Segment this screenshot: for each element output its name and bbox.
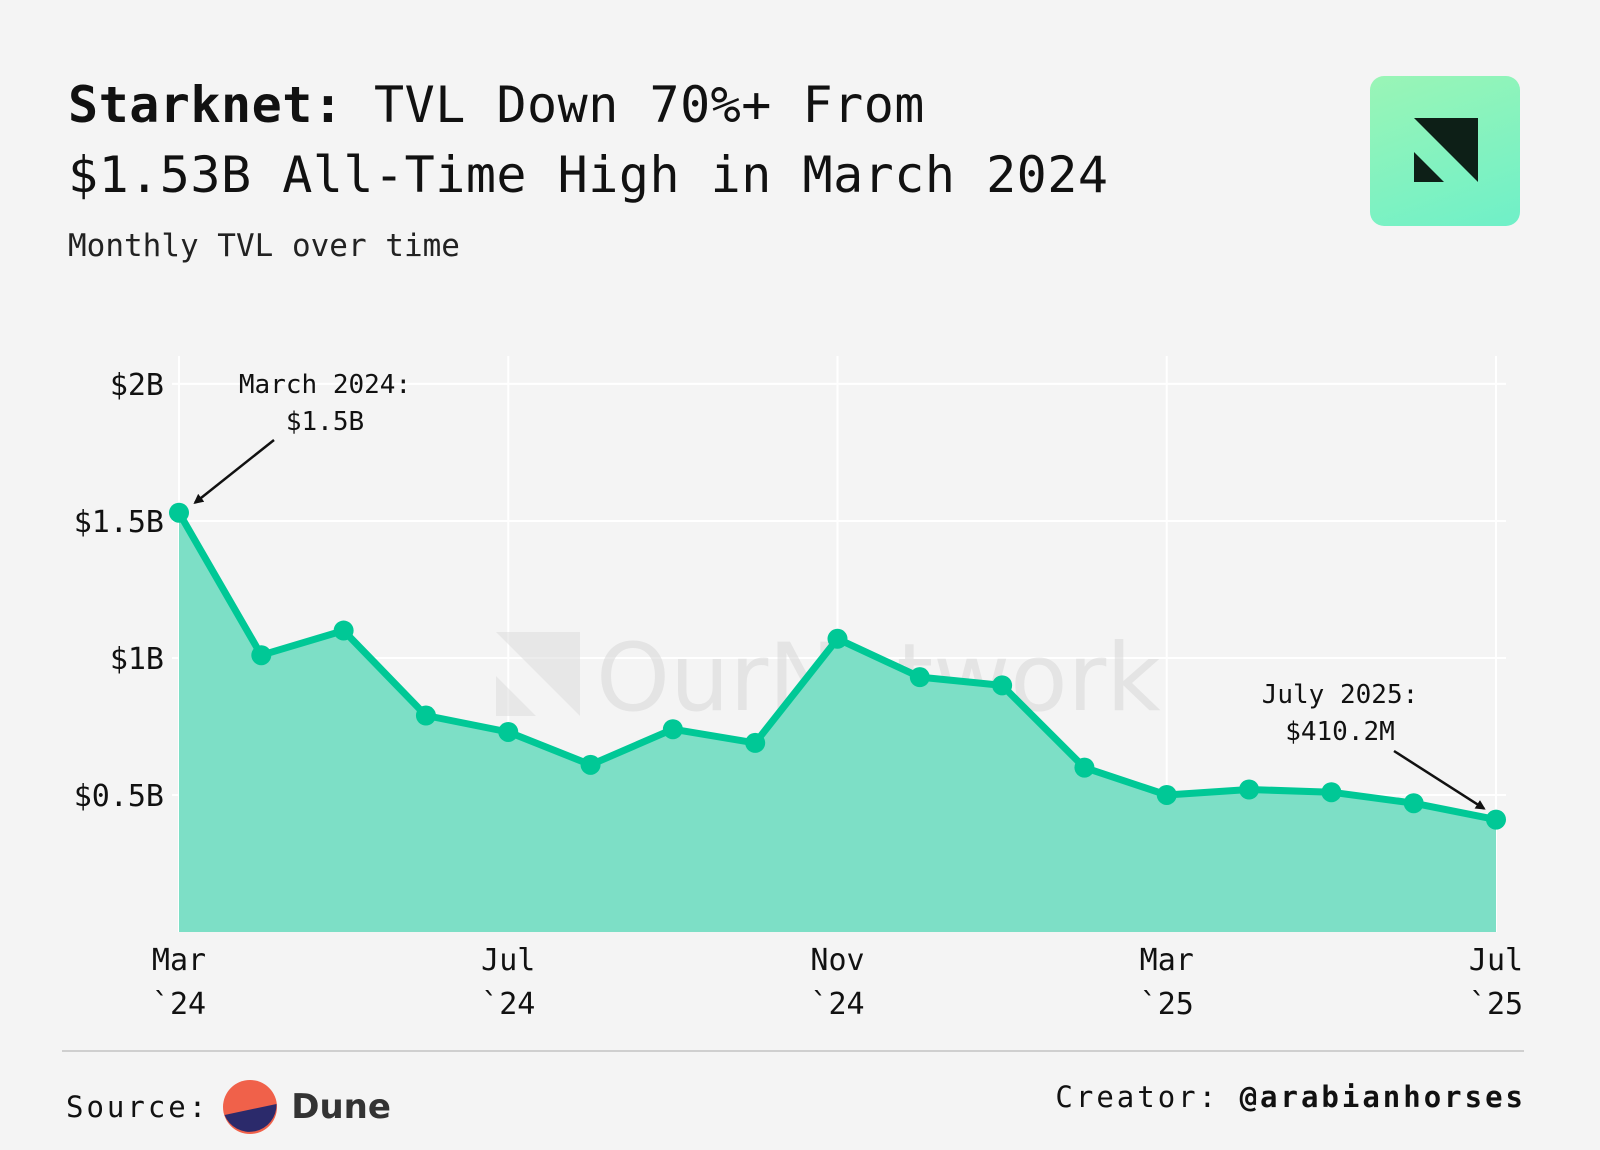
- data-point-2025-06: [1403, 793, 1424, 814]
- title-line1-rest: TVL Down 70%+ From: [374, 76, 925, 134]
- x-tick-year: `25: [1140, 987, 1194, 1022]
- data-point-2024-09: [662, 719, 683, 740]
- data-point-2025-04: [1239, 779, 1260, 800]
- chart-title: Starknet: TVL Down 70%+ From $1.53B All-…: [68, 70, 1109, 210]
- x-tick-month: Jul: [1469, 943, 1523, 978]
- data-point-2024-10: [745, 732, 766, 753]
- y-tick-label: $2B: [110, 368, 164, 403]
- x-tick-month: Mar: [1140, 943, 1194, 978]
- title-line2: $1.53B All-Time High in March 2024: [68, 146, 1109, 204]
- x-tick-year: `24: [152, 987, 206, 1022]
- data-point-2024-08: [580, 754, 601, 775]
- data-point-2025-05: [1321, 782, 1342, 803]
- annotation-label-line2: $410.2M: [1285, 717, 1395, 747]
- annotations: March 2024: $1.5B July 2025: $410.2M: [193, 370, 1486, 810]
- data-point-2024-06: [415, 705, 436, 726]
- annotation-label-line1: July 2025:: [1262, 680, 1419, 710]
- x-tick-month: Nov: [810, 943, 864, 978]
- creator-handle: @arabianhorses: [1239, 1080, 1526, 1114]
- x-tick-year: `24: [810, 987, 864, 1022]
- dune-logo-icon: [223, 1080, 278, 1134]
- annotation-label-line2: $1.5B: [286, 407, 364, 437]
- data-point-2025-01: [992, 675, 1013, 696]
- data-point-2025-02: [1074, 757, 1095, 778]
- data-point-2024-11: [827, 628, 848, 649]
- x-axis-ticks: Mar `24 Jul `24 Nov `24 Mar `25 Jul `25: [152, 943, 1523, 1022]
- source-name: Dune: [291, 1087, 391, 1127]
- y-tick-label: $1B: [110, 642, 164, 677]
- y-tick-label: $0.5B: [74, 779, 164, 814]
- tvl-area: [179, 512, 1496, 932]
- title-bold-part: Starknet:: [68, 76, 344, 134]
- data-points: [169, 502, 1506, 830]
- source-credit: Source: Dune: [66, 1080, 391, 1134]
- source-label: Source:: [66, 1090, 210, 1124]
- ournetwork-logo-icon: [1414, 118, 1478, 182]
- x-tick-year: `24: [481, 987, 535, 1022]
- ournetwork-logo: [1370, 76, 1520, 226]
- data-point-2024-03: [169, 502, 189, 523]
- y-tick-label: $1.5B: [74, 505, 164, 540]
- annotation-arrow: [1393, 749, 1486, 810]
- data-point-2024-04: [251, 645, 272, 666]
- data-point-2025-07: [1486, 809, 1506, 830]
- watermark-logo-shape-1: [496, 632, 580, 716]
- creator-credit: Creator: @arabianhorses: [1055, 1080, 1526, 1114]
- data-point-2025-03: [1156, 784, 1177, 805]
- y-axis-ticks: $2B $1.5B $1B $0.5B: [74, 368, 164, 814]
- x-tick-month: Jul: [481, 943, 535, 978]
- annotation-label-line1: March 2024:: [239, 370, 411, 400]
- x-tick-month: Mar: [152, 943, 206, 978]
- chart-subtitle: Monthly TVL over time: [68, 228, 460, 264]
- tvl-chart: OurNetwork $2B$1.5B$1B$0.5B Mar`24Jul`24…: [74, 356, 1523, 1022]
- data-point-2024-12: [909, 667, 930, 688]
- creator-label: Creator:: [1055, 1080, 1220, 1114]
- data-point-2024-07: [498, 721, 519, 742]
- data-point-2024-05: [333, 620, 354, 641]
- watermark-logo-shape-2: [496, 676, 536, 716]
- footer-divider: [62, 1050, 1524, 1052]
- annotation-arrow: [193, 439, 275, 504]
- x-tick-year: `25: [1469, 987, 1523, 1022]
